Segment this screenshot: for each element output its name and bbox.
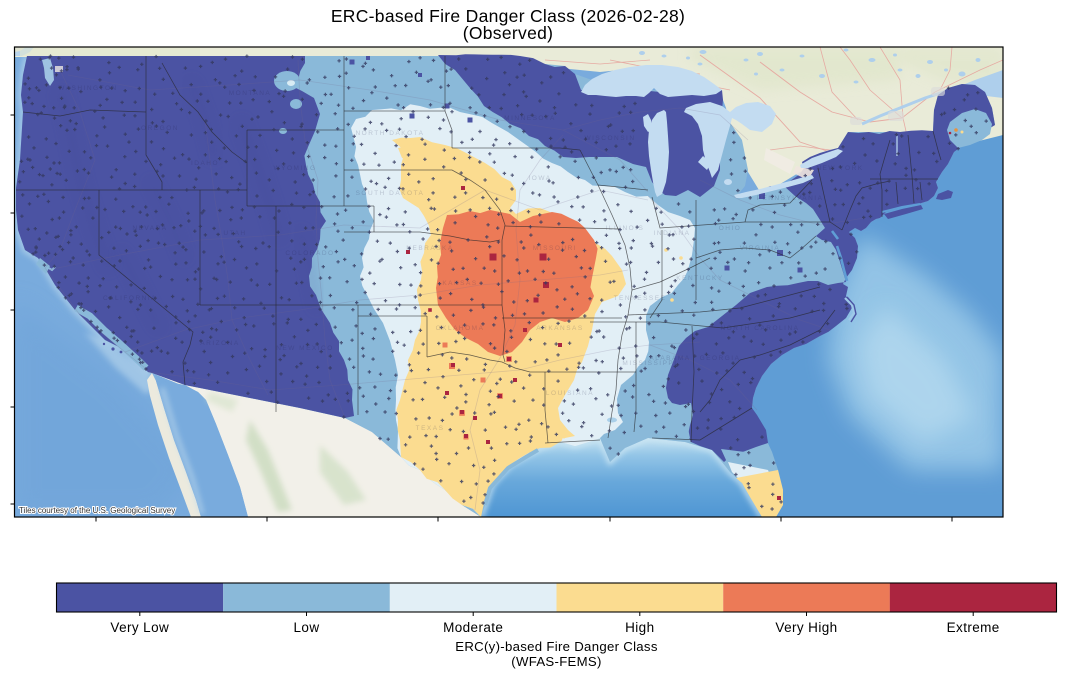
svg-text:INDIANA: INDIANA [654, 230, 691, 237]
svg-text:KENTUCKY: KENTUCKY [676, 275, 723, 282]
svg-text:ERC(y)-based Fire Danger Class: ERC(y)-based Fire Danger Class [455, 639, 658, 654]
svg-text:ERC-based Fire Danger Class (2: ERC-based Fire Danger Class (2026-02-28) [331, 6, 685, 26]
svg-text:NEW MEXICO: NEW MEXICO [276, 345, 334, 352]
svg-text:CALIFORNIA: CALIFORNIA [103, 295, 157, 302]
svg-text:Tiles courtesy of the U.S. Geo: Tiles courtesy of the U.S. Geological Su… [19, 506, 175, 515]
svg-text:NORTH DAKOTA: NORTH DAKOTA [355, 130, 424, 137]
svg-text:NORTH CAROLINA: NORTH CAROLINA [720, 325, 799, 332]
svg-text:OREGON: OREGON [141, 125, 179, 132]
svg-text:UTAH: UTAH [223, 230, 246, 237]
svg-text:Very High: Very High [775, 620, 837, 635]
svg-text:IOWA: IOWA [528, 175, 551, 182]
svg-text:High: High [625, 620, 654, 635]
svg-text:MINNESOTA: MINNESOTA [504, 115, 556, 122]
svg-text:ARIZONA: ARIZONA [200, 340, 239, 347]
svg-text:NEW YORK: NEW YORK [816, 165, 863, 172]
svg-text:Moderate: Moderate [443, 620, 503, 635]
svg-text:COLORADO: COLORADO [285, 250, 334, 257]
svg-text:NEBRASKA: NEBRASKA [406, 245, 453, 252]
svg-text:PENNSYLVANIA: PENNSYLVANIA [757, 195, 824, 202]
svg-text:WISCONSIN: WISCONSIN [584, 135, 635, 142]
svg-text:ILLINOIS: ILLINOIS [606, 225, 645, 232]
svg-text:VIRGINIA: VIRGINIA [740, 245, 781, 252]
svg-text:TEXAS: TEXAS [416, 425, 445, 432]
svg-text:NEVADA: NEVADA [132, 225, 167, 232]
svg-text:ARKANSAS: ARKANSAS [536, 325, 583, 332]
svg-text:KANSAS: KANSAS [442, 280, 477, 287]
svg-text:IDAHO: IDAHO [191, 160, 219, 167]
svg-text:WYOMING: WYOMING [274, 165, 317, 172]
svg-text:Very Low: Very Low [110, 620, 169, 635]
svg-text:LOUISIANA: LOUISIANA [546, 390, 594, 397]
svg-text:(WFAS-FEMS): (WFAS-FEMS) [511, 654, 601, 669]
svg-text:TENNESSEE: TENNESSEE [614, 295, 667, 302]
svg-text:MONTANA: MONTANA [229, 90, 272, 97]
svg-text:WASHINGTON: WASHINGTON [58, 85, 117, 92]
svg-text:MISSOURI: MISSOURI [533, 245, 577, 252]
svg-text:(Observed): (Observed) [463, 23, 554, 43]
svg-text:MISSISSIPPI: MISSISSIPPI [622, 360, 677, 367]
svg-text:Low: Low [294, 620, 320, 635]
svg-text:ALABAMA: ALABAMA [649, 355, 690, 362]
svg-text:SOUTH DAKOTA: SOUTH DAKOTA [356, 190, 425, 197]
svg-text:OHIO: OHIO [719, 225, 742, 232]
svg-text:Extreme: Extreme [947, 620, 1000, 635]
svg-text:GEORGIA: GEORGIA [700, 355, 741, 362]
svg-text:OKLAHOMA: OKLAHOMA [436, 325, 485, 332]
